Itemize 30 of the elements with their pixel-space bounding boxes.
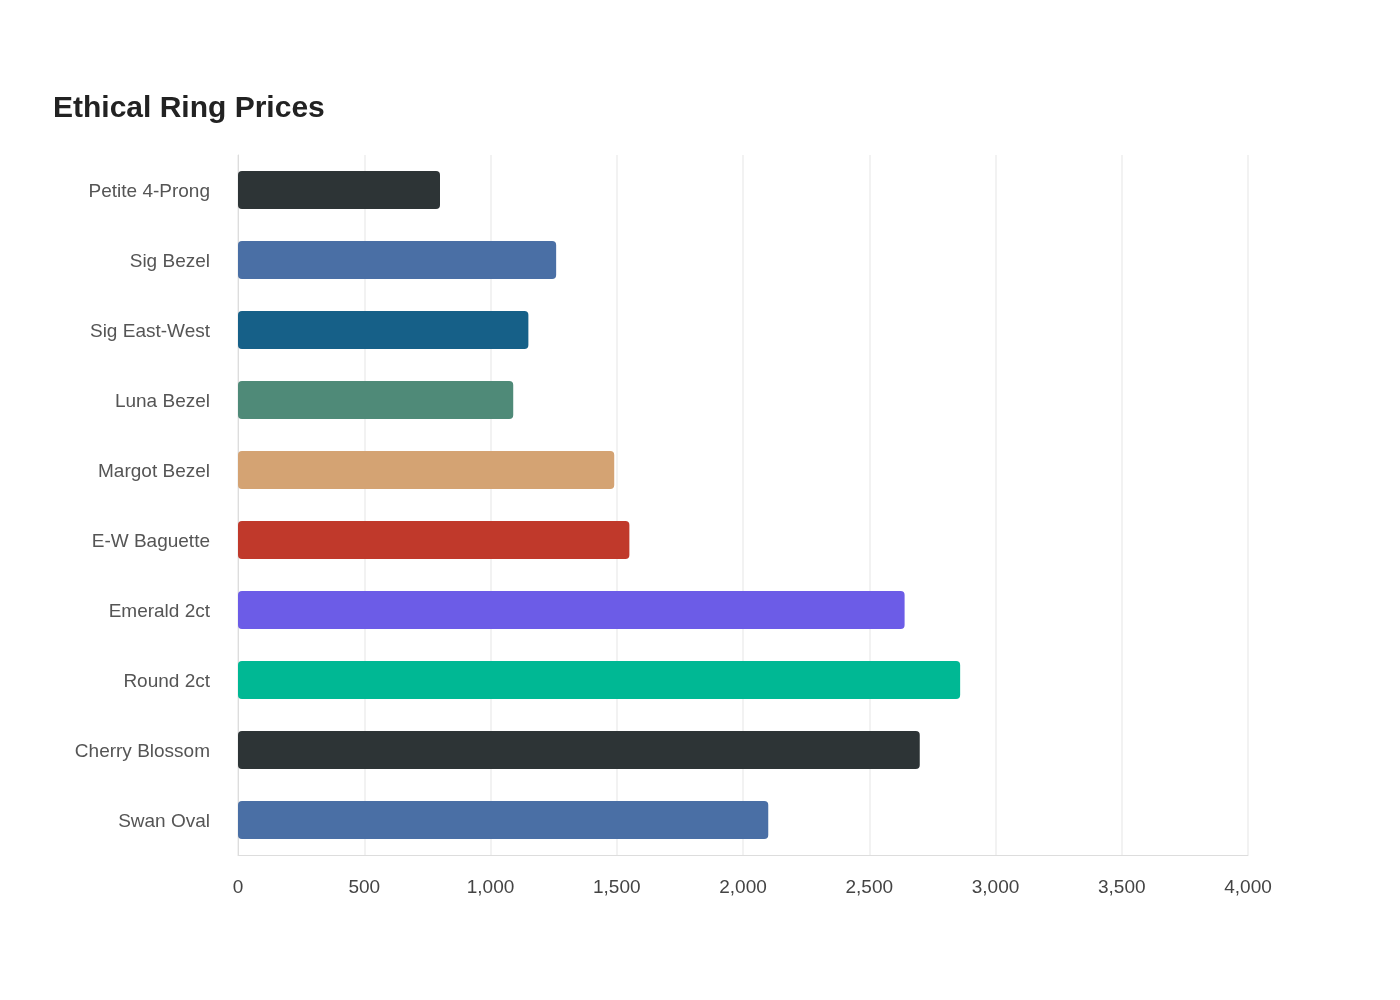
bar xyxy=(238,801,769,839)
bar xyxy=(238,311,529,349)
bar xyxy=(238,521,630,559)
x-tick-label: 1,000 xyxy=(466,876,515,897)
y-tick-label: Margot Bezel xyxy=(98,459,210,481)
bar xyxy=(238,731,920,769)
x-tick-label: 2,000 xyxy=(719,876,767,897)
x-tick-label: 500 xyxy=(348,876,381,897)
y-tick-label: Luna Bezel xyxy=(114,389,210,411)
bar xyxy=(238,591,905,629)
bar xyxy=(238,171,440,209)
x-tick-label: 1,500 xyxy=(592,876,641,897)
x-tick-label: 4,000 xyxy=(1224,876,1272,897)
y-tick-label: E-W Baguette xyxy=(91,529,210,551)
y-tick-label: Sig East-West xyxy=(89,319,211,341)
bar xyxy=(238,661,961,699)
y-tick-label: Petite 4-Prong xyxy=(88,179,210,201)
bar xyxy=(238,241,557,279)
bar xyxy=(238,381,514,419)
x-tick-label: 2,500 xyxy=(845,876,894,897)
y-tick-label: Emerald 2ct xyxy=(108,599,211,621)
y-tick-label: Round 2ct xyxy=(123,669,211,691)
y-tick-label: Cherry Blossom xyxy=(74,739,210,761)
y-tick-label: Sig Bezel xyxy=(129,249,210,271)
x-tick-label: 0 xyxy=(232,876,244,897)
y-tick-label: Swan Oval xyxy=(118,809,210,831)
x-tick-label: 3,500 xyxy=(1097,876,1146,897)
chart-title: Ethical Ring Prices xyxy=(53,89,325,123)
x-tick-label: 3,000 xyxy=(971,876,1020,897)
bar xyxy=(238,451,615,489)
